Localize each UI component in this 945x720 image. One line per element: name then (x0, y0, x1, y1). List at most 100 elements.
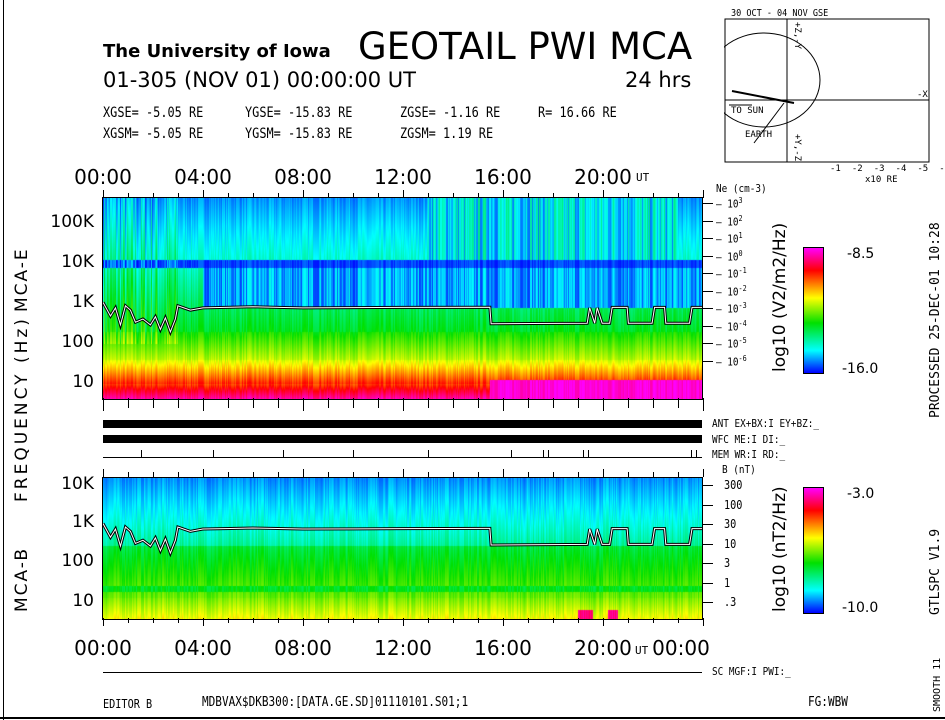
time-tick (328, 193, 329, 198)
mca-e-label: MCA-E (12, 247, 32, 312)
mem-tick (695, 450, 697, 457)
time-tick-label: 16:00 (474, 636, 532, 660)
time-tick (578, 398, 579, 408)
mem-tick (588, 450, 589, 457)
time-tick (353, 472, 354, 477)
time-tick (328, 618, 329, 623)
mem-tick (690, 450, 692, 457)
time-tick (228, 193, 229, 198)
time-tick (353, 618, 354, 623)
time-tick-label: 08:00 (274, 636, 332, 660)
institution: The University of Iowa (103, 41, 331, 62)
time-tick-label: 04:00 (174, 636, 232, 660)
time-tick (128, 472, 129, 477)
b-tick-label: .3 (724, 595, 737, 609)
mem-tick (583, 450, 584, 457)
ne-tick (703, 290, 713, 292)
time-tick (653, 193, 654, 198)
time-tick (503, 469, 504, 477)
time-tick (603, 469, 604, 477)
data-file: MDBVAX$DKB300:[DATA.GE.SD]01110101.S01;1 (202, 695, 469, 710)
b-colorbar-max: -3.0 (847, 486, 875, 502)
time-tick (578, 618, 579, 623)
time-tick (478, 472, 479, 477)
time-tick (678, 472, 679, 477)
time-tick (553, 193, 554, 198)
page-title: GEOTAIL PWI MCA (358, 25, 693, 68)
time-tick (178, 193, 179, 198)
orbit-diagram (724, 18, 930, 163)
time-tick (653, 398, 654, 408)
tick: -6 (939, 164, 945, 174)
b-tick-label: 10 (724, 536, 737, 551)
time-tick (703, 618, 704, 626)
mem-tick (213, 450, 214, 457)
ne-tick-label: – 101 (716, 231, 743, 246)
tick: -3 (873, 164, 885, 174)
mem-tick (353, 450, 354, 457)
time-tick (103, 190, 104, 198)
time-tick (178, 472, 179, 477)
gse-x: XGSE= -5.05 RE (103, 105, 204, 121)
ne-tick (703, 360, 713, 362)
ne-tick-label: – 10-1 (716, 266, 747, 281)
mem-tick (428, 450, 429, 457)
time-tick (153, 472, 154, 477)
left-border (3, 0, 4, 720)
density-trace-line (103, 302, 702, 334)
ut-label-bottom: UT (635, 644, 649, 657)
duration: 24 hrs (625, 68, 692, 92)
time-tick (228, 398, 229, 408)
time-tick (453, 398, 454, 408)
orbit-x-ticks: -1 -2 -3 -4 -5 -6 (830, 165, 945, 174)
ne-tick (703, 203, 713, 204)
time-tick (503, 398, 504, 411)
time-tick-label: 00:00 (652, 636, 710, 660)
time-tick (228, 472, 229, 477)
time-tick (503, 190, 504, 198)
time-tick (478, 398, 479, 408)
bottom-border (0, 717, 945, 719)
ant-status-bar (103, 420, 702, 428)
time-tick (303, 398, 304, 411)
time-tick (453, 618, 454, 623)
mem-status: MEM WR:I RD:_ (712, 448, 786, 461)
time-tick (403, 398, 404, 411)
mca-b-colorbar (803, 487, 824, 614)
time-tick-label: 12:00 (374, 165, 432, 189)
mem-tick (140, 450, 142, 457)
time-tick (553, 398, 554, 408)
time-tick (553, 618, 554, 623)
time-tick (603, 618, 604, 626)
ytick-10k: 10K (61, 252, 94, 272)
time-tick (203, 398, 204, 411)
mca-e-trace (103, 301, 702, 337)
time-tick (303, 469, 304, 477)
time-tick (378, 398, 379, 408)
time-tick (253, 193, 254, 198)
time-tick (403, 469, 404, 477)
time-tick (628, 472, 629, 477)
time-tick (253, 472, 254, 477)
ne-tick-label: – 103 (716, 196, 743, 211)
density-trace-outline (103, 301, 702, 337)
ne-tick (703, 343, 713, 344)
mem-tick (543, 450, 544, 457)
ne-tick-label: – 10-2 (716, 283, 747, 299)
time-tick (578, 193, 579, 198)
time-tick (703, 190, 704, 198)
b-tick (703, 563, 713, 564)
tick: -1 (830, 164, 841, 174)
time-tick (478, 193, 479, 198)
time-tick (128, 193, 129, 198)
time-tick-label: 00:00 (74, 165, 132, 189)
mem-tick (283, 450, 284, 457)
ytick-b-10k: 10K (61, 474, 94, 494)
gsm-x: XGSM= -5.05 RE (103, 126, 204, 142)
time-tick (453, 193, 454, 198)
time-tick (103, 469, 104, 477)
b-axis-label: B (nT) (722, 463, 756, 476)
time-tick-label: 00:00 (74, 636, 132, 660)
orbit-unit: x10 RE (865, 175, 898, 185)
